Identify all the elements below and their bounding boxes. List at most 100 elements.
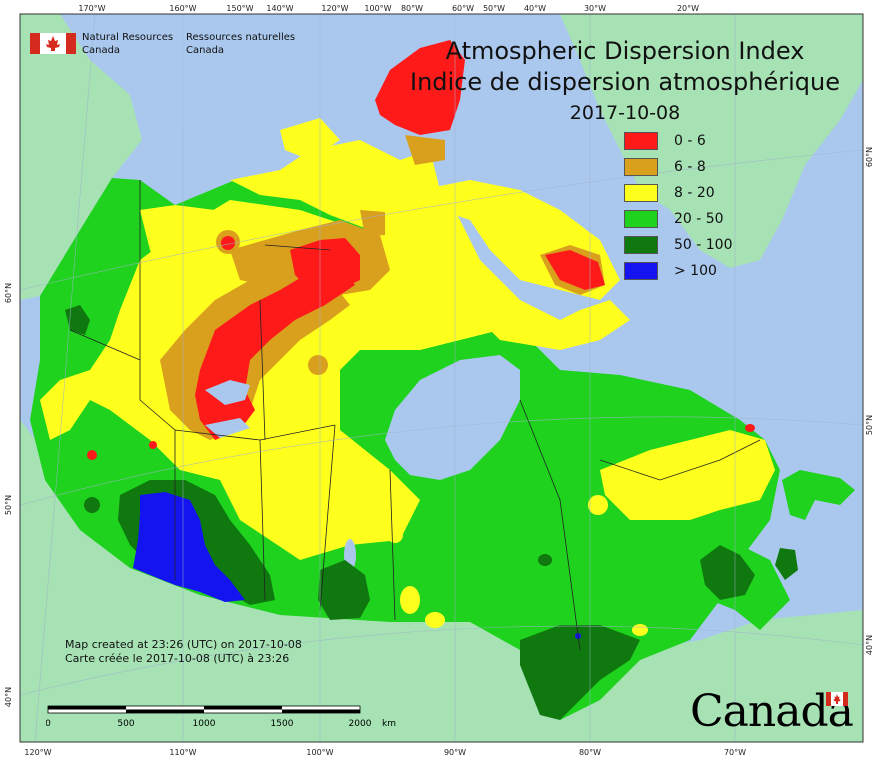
scale-tick-label: 1000 xyxy=(193,719,216,729)
agency-fr-line1: Ressources naturelles xyxy=(186,32,296,43)
zone-darkgreen-manitoba xyxy=(318,560,370,620)
legend-swatch xyxy=(624,210,658,228)
zone-red-spot-2 xyxy=(87,450,97,460)
zone-red-spot-4 xyxy=(745,424,755,432)
tick-bottom-label: 80°W xyxy=(579,748,601,757)
graticule-labels-bottom: 120°W 110°W 100°W 90°W 80°W 70°W xyxy=(24,748,746,757)
tick-bottom-label: 100°W xyxy=(306,748,333,757)
scale-unit: km xyxy=(382,719,396,729)
tick-bottom-label: 110°W xyxy=(169,748,196,757)
tick-left-label: 50°N xyxy=(4,495,13,515)
scale-tick-label: 0 xyxy=(46,719,51,729)
zone-orange-spot-1 xyxy=(308,355,328,375)
map-title: Atmospheric Dispersion Index Indice de d… xyxy=(380,36,870,129)
legend-label: > 100 xyxy=(674,263,717,279)
zone-yellow-spot-4 xyxy=(425,612,445,628)
zone-darkgreen-nl xyxy=(775,548,798,580)
canada-flag-icon xyxy=(30,33,76,54)
map-credit: Map created at 23:26 (UTC) on 2017-10-08… xyxy=(65,638,302,666)
tick-bottom-label: 120°W xyxy=(24,748,51,757)
agency-fr-line2: Canada xyxy=(186,45,225,56)
tick-top-label: 160°W xyxy=(169,4,196,13)
newfoundland xyxy=(782,470,855,520)
tick-top-label: 40°W xyxy=(524,4,546,13)
scale-tick-label: 2000 xyxy=(349,719,372,729)
legend-label: 50 - 100 xyxy=(674,237,733,253)
zone-darkgreen-ontario xyxy=(520,625,640,720)
zone-darkgreen-spot-1 xyxy=(84,497,100,513)
zone-yellow-arctic-1 xyxy=(230,140,630,350)
tick-bottom-label: 70°W xyxy=(724,748,746,757)
tick-right-label: 50°N xyxy=(865,415,874,435)
zone-yellow-spot-5 xyxy=(632,624,648,636)
title-english: Atmospheric Dispersion Index xyxy=(445,37,805,65)
tick-left-label: 60°N xyxy=(4,283,13,303)
legend-label: 8 - 20 xyxy=(674,185,715,201)
zone-darkgreen-bc xyxy=(65,305,90,335)
legend-swatch xyxy=(624,236,658,254)
zone-darkgreen-maritimes xyxy=(700,545,755,600)
zone-red-spot-1 xyxy=(221,236,235,250)
canada-wordmark: Canada xyxy=(690,686,854,737)
great-slave-lake xyxy=(205,418,250,438)
tick-top-label: 140°W xyxy=(266,4,293,13)
tick-top-label: 50°W xyxy=(483,4,505,13)
tick-top-label: 120°W xyxy=(321,4,348,13)
alaska xyxy=(20,14,142,300)
tick-bottom-label: 90°W xyxy=(444,748,466,757)
tick-top-label: 20°W xyxy=(677,4,699,13)
legend-swatch xyxy=(624,158,658,176)
zone-yellow-east xyxy=(600,430,775,520)
zone-red-ellesmere xyxy=(375,40,465,135)
graticule-labels-right: 60°N 50°N 40°N xyxy=(865,147,874,655)
tick-top-label: 30°W xyxy=(584,4,606,13)
title-date: 2017-10-08 xyxy=(569,102,681,124)
credit-english: Map created at 23:26 (UTC) on 2017-10-08 xyxy=(65,638,302,651)
zone-yellow-yukon xyxy=(140,205,220,270)
credit-french: Carte créée le 2017-10-08 (UTC) à 23:26 xyxy=(65,652,290,665)
provincial-borders xyxy=(69,180,761,651)
graticule-labels-top: 170°W 160°W 150°W 140°W 120°W 100°W 80°W 60°W 50… xyxy=(78,4,699,13)
zone-blue-alberta xyxy=(133,492,245,602)
graticule-labels-left: 60°N 50°N 40°N xyxy=(4,283,13,707)
legend-label: 6 - 8 xyxy=(674,159,706,175)
legend-swatch xyxy=(624,262,658,280)
agency-en-line1: Natural Resources xyxy=(82,32,174,43)
zone-yellow-west xyxy=(40,200,500,560)
tick-top-label: 60°W xyxy=(452,4,474,13)
legend-swatch xyxy=(624,184,658,202)
title-french: Indice de dispersion atmosphérique xyxy=(409,68,841,96)
legend-label: 20 - 50 xyxy=(674,211,724,227)
zone-orange-arctic-isl xyxy=(360,210,385,236)
zone-orange-arctic-isl-2 xyxy=(405,135,445,165)
zone-yellow-spot-3 xyxy=(588,495,608,515)
map-border xyxy=(19,13,864,743)
scale-tick-label: 1500 xyxy=(271,719,294,729)
tick-top-label: 170°W xyxy=(78,4,105,13)
hudson-bay xyxy=(385,355,520,480)
tick-left-label: 40°N xyxy=(4,687,13,707)
scale-bar: 0 500 1000 1500 2000 km xyxy=(46,705,396,729)
zone-darkgreen-spot-2 xyxy=(538,554,552,566)
graticule xyxy=(19,13,864,743)
legend-swatch xyxy=(624,132,658,150)
wordmark-flag-icon xyxy=(826,692,848,706)
tick-right-label: 60°N xyxy=(865,147,874,167)
greenland xyxy=(560,14,863,268)
tick-right-label: 40°N xyxy=(865,635,874,655)
tick-top-label: 100°W xyxy=(364,4,391,13)
great-bear-lake xyxy=(205,380,250,405)
zone-yellow-spot-2 xyxy=(387,527,403,543)
zone-red-spot-3 xyxy=(149,441,157,449)
legend-label: 0 - 6 xyxy=(674,133,706,149)
zone-red-north xyxy=(290,238,360,292)
zone-yellow-spot-1 xyxy=(400,586,420,614)
tick-top-label: 150°W xyxy=(226,4,253,13)
agency-en-line2: Canada xyxy=(82,45,121,56)
tick-top-label: 80°W xyxy=(401,4,423,13)
zone-yellow-island-1 xyxy=(280,118,340,160)
united-states xyxy=(20,420,863,742)
scale-tick-label: 500 xyxy=(117,719,134,729)
